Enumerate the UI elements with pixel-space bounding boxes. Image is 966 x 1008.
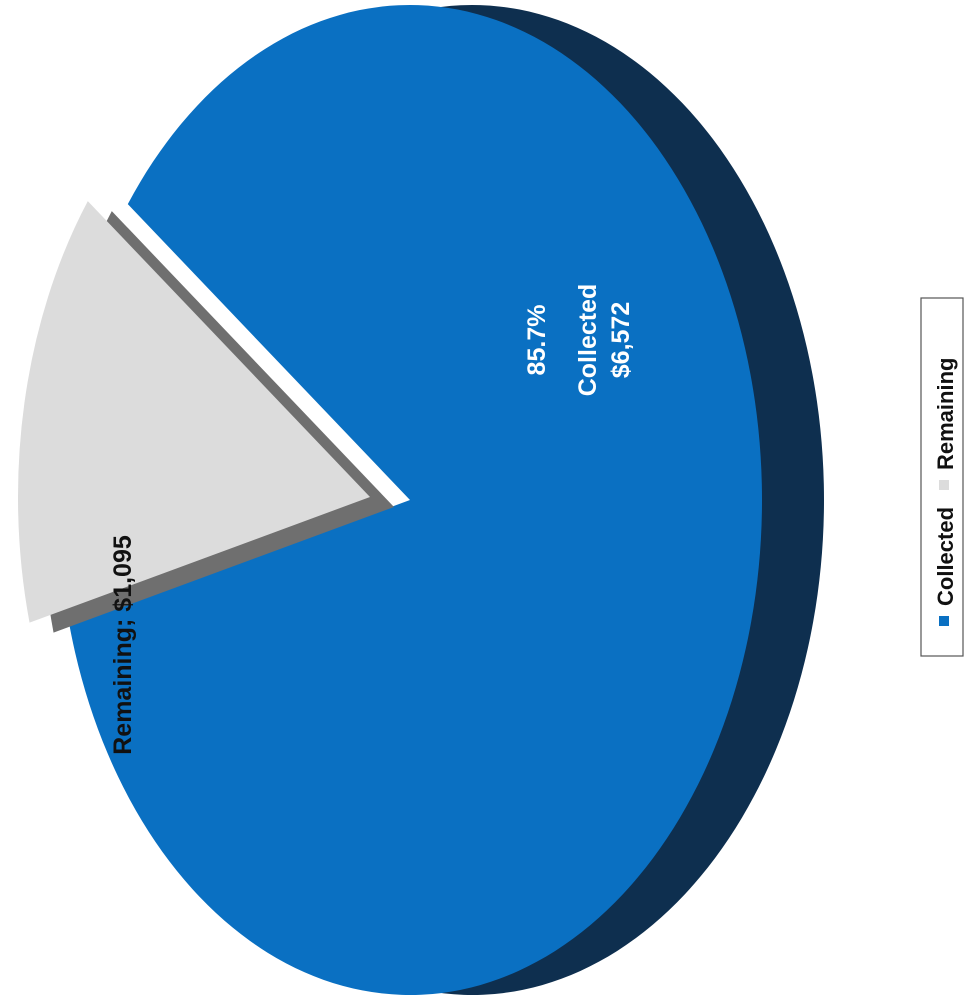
collected-percent-label: 85.7% [523, 305, 551, 376]
legend-swatch-collected [939, 616, 949, 626]
legend-label-collected: Collected [933, 507, 958, 606]
collected-slice [69, 5, 762, 996]
collected-value-label: $6,572 [607, 302, 635, 378]
collected-name-label: Collected [574, 284, 602, 397]
legend-box [920, 297, 964, 657]
collected-label-group: 85.7% Collected $6,572 [523, 284, 635, 397]
collected-slice-group [69, 5, 824, 996]
remaining-slice [17, 201, 371, 623]
legend-swatch-remaining [939, 480, 949, 490]
remaining-slice-group [17, 201, 394, 633]
legend-label-remaining: Remaining [933, 358, 958, 470]
remaining-value-label: Remaining; $1,095 [109, 535, 137, 755]
legend: Collected Remaining [920, 297, 964, 657]
